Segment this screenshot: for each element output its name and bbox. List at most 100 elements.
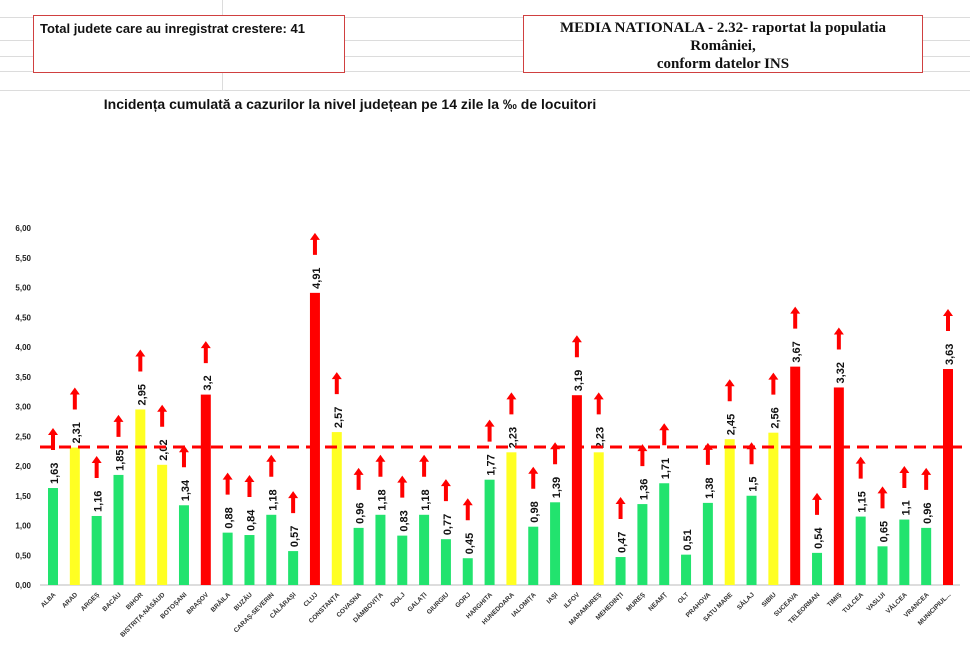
data-label: 0,57 bbox=[289, 526, 301, 547]
data-label: 0,96 bbox=[922, 502, 934, 523]
bar bbox=[375, 514, 386, 585]
data-label: 1,77 bbox=[486, 454, 498, 475]
data-label: 1,16 bbox=[93, 491, 105, 512]
bar bbox=[157, 464, 168, 585]
data-label: 1,34 bbox=[180, 479, 192, 501]
data-label: 3,67 bbox=[791, 341, 803, 362]
bar bbox=[135, 409, 146, 585]
bar bbox=[921, 527, 932, 585]
national-average-line2: conform datelor INS bbox=[656, 56, 790, 72]
bar bbox=[69, 447, 80, 585]
data-label: 2,23 bbox=[595, 427, 607, 448]
bar bbox=[877, 546, 888, 585]
x-tick-label: GIURGIU bbox=[426, 591, 451, 616]
x-tick-label: ILFOV bbox=[563, 591, 582, 610]
increase-arrow-icon bbox=[331, 372, 342, 395]
sheet-gridline bbox=[0, 17, 970, 18]
x-tick-label: DOLJ bbox=[389, 591, 406, 608]
y-tick-label: 3,50 bbox=[15, 373, 31, 382]
data-label: 1,5 bbox=[748, 476, 760, 491]
increase-arrow-icon bbox=[91, 455, 102, 478]
x-tick-label: BACĂU bbox=[100, 590, 123, 613]
data-label: 2,23 bbox=[507, 427, 519, 448]
bar bbox=[943, 369, 953, 585]
bar bbox=[790, 366, 801, 585]
sheet-gridline bbox=[0, 40, 970, 41]
data-label: 1,15 bbox=[857, 491, 869, 512]
increase-arrow-icon bbox=[593, 392, 604, 415]
data-label: 1,71 bbox=[660, 458, 672, 479]
bar bbox=[659, 483, 670, 585]
increase-arrow-icon bbox=[375, 454, 386, 477]
y-tick-label: 5,50 bbox=[15, 254, 31, 263]
increase-arrow-icon bbox=[462, 498, 473, 521]
bar bbox=[702, 502, 713, 585]
bar bbox=[222, 532, 233, 585]
data-label: 2,31 bbox=[71, 422, 83, 443]
data-label: 3,63 bbox=[944, 344, 956, 365]
bar bbox=[91, 515, 102, 585]
bar bbox=[309, 292, 320, 585]
data-label: 3,32 bbox=[835, 362, 847, 383]
data-label: 1,63 bbox=[49, 463, 61, 484]
x-tick-label: ARAD bbox=[61, 591, 79, 609]
y-tick-label: 0,00 bbox=[15, 581, 31, 590]
increase-arrow-icon bbox=[440, 479, 451, 502]
data-label: 0,83 bbox=[398, 510, 410, 531]
bar bbox=[571, 395, 582, 585]
x-tick-label: ALBA bbox=[40, 591, 58, 609]
x-tick-label: NEAMȚ bbox=[647, 591, 668, 612]
data-label: 0,47 bbox=[617, 532, 629, 553]
chart-title: Incidența cumulată a cazurilor la nivel … bbox=[103, 96, 597, 112]
increase-arrow-icon bbox=[899, 466, 910, 489]
data-label: 2,56 bbox=[769, 407, 781, 428]
data-label: 1,38 bbox=[704, 477, 716, 498]
counties-increase-box: Total judete care au inregistrat crester… bbox=[33, 15, 345, 73]
bar bbox=[353, 527, 364, 585]
bar bbox=[550, 502, 561, 585]
bar bbox=[681, 554, 692, 585]
increase-arrow-icon bbox=[943, 309, 953, 332]
bar bbox=[200, 394, 211, 585]
sheet-gridline bbox=[0, 56, 970, 57]
bar bbox=[615, 557, 626, 585]
data-label: 0,51 bbox=[682, 529, 694, 550]
x-tick-label: BRĂILA bbox=[208, 590, 232, 614]
y-tick-label: 1,50 bbox=[15, 492, 31, 501]
y-tick-label: 3,00 bbox=[15, 403, 31, 412]
data-label: 1,39 bbox=[551, 477, 563, 498]
y-tick-label: 5,00 bbox=[15, 284, 31, 293]
increase-arrow-icon bbox=[419, 454, 430, 477]
data-label: 1,18 bbox=[267, 489, 279, 510]
increase-arrow-icon bbox=[659, 423, 670, 446]
increase-arrow-icon bbox=[724, 379, 735, 402]
bar bbox=[266, 514, 277, 585]
data-label: 0,77 bbox=[442, 514, 454, 535]
data-label: 0,96 bbox=[355, 502, 367, 523]
bar bbox=[462, 558, 473, 585]
increase-arrow-icon bbox=[855, 456, 866, 479]
x-tick-label: CARAȘ-SEVERIN bbox=[233, 591, 276, 634]
data-label: 2,57 bbox=[333, 407, 345, 428]
x-tick-label: BUZĂU bbox=[231, 590, 254, 613]
increase-arrow-icon bbox=[200, 341, 211, 364]
bar bbox=[746, 495, 757, 585]
y-tick-label: 6,00 bbox=[15, 224, 31, 233]
data-label: 1,1 bbox=[900, 500, 912, 515]
x-tick-label: IAȘI bbox=[546, 591, 560, 605]
bar bbox=[855, 516, 866, 585]
increase-arrow-icon bbox=[48, 428, 58, 451]
data-label: 0,88 bbox=[224, 507, 236, 528]
bar bbox=[113, 474, 124, 585]
bar bbox=[484, 479, 495, 585]
increase-arrow-icon bbox=[921, 467, 932, 490]
y-tick-label: 0,50 bbox=[15, 551, 31, 560]
increase-arrow-icon bbox=[528, 466, 539, 489]
x-tick-label: BRAȘOV bbox=[186, 591, 211, 616]
data-label: 0,45 bbox=[464, 533, 476, 554]
data-label: 2,45 bbox=[726, 414, 738, 435]
increase-arrow-icon bbox=[178, 445, 189, 468]
bar bbox=[637, 504, 648, 585]
bar bbox=[833, 387, 844, 585]
bar bbox=[506, 452, 517, 585]
